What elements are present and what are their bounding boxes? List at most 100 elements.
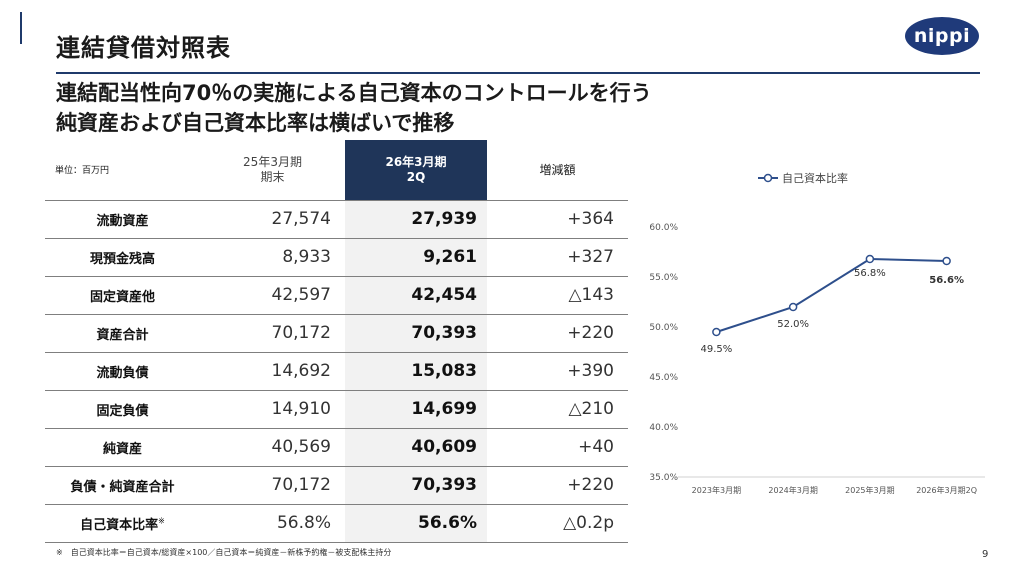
row-label-text: 純資産	[102, 441, 142, 457]
row-current-value-text: 14,699	[411, 399, 477, 419]
equity-ratio-chart: 自己資本比率 60.0% 55.0% 50.0% 45.0% 40.0% 35.0% 20…	[649, 171, 985, 495]
row-current-value: 14,699	[345, 390, 487, 429]
column-header-prev-line2: 期末	[260, 169, 285, 184]
row-label: 負債・純資産合計	[45, 466, 200, 505]
table-row: 負債・純資産合計 70,172 70,393 +220	[45, 466, 628, 505]
table-row: 固定資産他 42,597 42,454 △143	[45, 276, 628, 315]
row-diff-value: △0.2p	[487, 504, 628, 543]
table-row: 自己資本比率※ 56.8% 56.6% △0.2p	[45, 504, 628, 543]
row-prev-value: 14,692	[200, 352, 345, 391]
row-label: 流動負債	[45, 352, 200, 391]
data-point	[865, 254, 875, 264]
subtitle-line-2: 純資産および自己資本比率は横ばいで推移	[56, 111, 455, 135]
row-current-value: 56.6%	[345, 504, 487, 543]
balance-sheet-table: 単位：百万円 25年3月期 期末 26年3月期 2Q 増減額 流動資産 27,57…	[45, 140, 628, 543]
footnote: ※ 自己資本比率＝自己資本/総資産×100／自己資本＝純資産－新株予約権－被支配…	[56, 548, 392, 557]
data-point	[942, 256, 951, 266]
subtitle-line-1: 連結配当性向70％の実施による自己資本のコントロールを行う	[56, 81, 652, 105]
row-label: 現預金残高	[45, 238, 200, 277]
subtitle: 連結配当性向70％の実施による自己資本のコントロールを行う 純資産および自己資本…	[56, 78, 652, 138]
row-prev-value-text: 27,574	[271, 209, 331, 229]
row-prev-value-text: 56.8%	[276, 513, 331, 533]
y-tick-label: 55.0%	[649, 273, 678, 283]
row-prev-value-text: 70,172	[271, 323, 331, 343]
row-label: 純資産	[45, 428, 200, 467]
row-prev-value: 14,910	[200, 390, 345, 429]
column-header-diff: 増減額	[487, 140, 628, 201]
series-line	[716, 257, 947, 333]
data-point	[788, 302, 798, 312]
row-prev-value-text: 8,933	[282, 247, 331, 267]
row-current-value-text: 15,083	[411, 361, 477, 381]
row-diff-value-text: △0.2p	[563, 513, 614, 533]
row-current-value: 9,261	[345, 238, 487, 277]
column-header-prev: 25年3月期 期末	[200, 140, 345, 201]
table-body: 流動資産 27,574 27,939 +364 現預金残高 8,933 9,261 +327 固…	[45, 200, 628, 543]
row-label-text: 資産合計	[96, 327, 149, 343]
row-prev-value: 40,569	[200, 428, 345, 467]
data-point	[712, 327, 721, 337]
legend-marker	[763, 173, 773, 183]
row-diff-value-text: +220	[567, 475, 614, 495]
x-tick-label: 2023年3月期	[692, 485, 741, 495]
row-label-text: 現預金残高	[89, 251, 155, 267]
row-diff-value: +220	[487, 314, 628, 353]
row-current-value-text: 70,393	[411, 475, 477, 495]
row-label: 固定負債	[45, 390, 200, 429]
row-current-value: 70,393	[345, 314, 487, 353]
row-prev-value: 56.8%	[200, 504, 345, 543]
row-diff-value: +40	[487, 428, 628, 467]
x-tick-label: 2024年3月期	[768, 485, 817, 495]
row-label-text: 固定負債	[96, 403, 149, 419]
row-diff-value-text: +220	[567, 323, 614, 343]
data-label: 52.0%	[777, 319, 809, 330]
row-current-value-text: 40,609	[411, 437, 477, 457]
unit-label: 単位：百万円	[45, 140, 200, 201]
row-prev-value: 8,933	[200, 238, 345, 277]
title-divider	[56, 72, 980, 74]
table-row: 固定負債 14,910 14,699 △210	[45, 390, 628, 429]
row-current-value: 40,609	[345, 428, 487, 467]
row-label-text: 自己資本比率	[80, 517, 159, 533]
row-current-value-text: 9,261	[423, 247, 477, 267]
row-label: 流動資産	[45, 200, 200, 239]
y-tick-label: 60.0%	[649, 223, 678, 233]
row-diff-value: +327	[487, 238, 628, 277]
row-current-value: 15,083	[345, 352, 487, 391]
chart-x-axis: 2023年3月期 2024年3月期 2025年3月期 2026年3月期2Q	[692, 485, 977, 495]
row-current-value-text: 27,939	[411, 209, 477, 229]
row-prev-value-text: 14,692	[271, 361, 331, 381]
page-number: 9	[982, 549, 989, 560]
table-row: 流動負債 14,692 15,083 +390	[45, 352, 628, 391]
row-label-text: 流動負債	[96, 365, 149, 381]
data-label: 56.8%	[854, 268, 886, 279]
row-current-value-text: 42,454	[411, 285, 477, 305]
row-current-value: 70,393	[345, 466, 487, 505]
row-current-value: 27,939	[345, 200, 487, 239]
chart-series: 49.5% 52.0% 56.8% 56.6%	[700, 254, 964, 355]
footnote-mark: ※	[158, 516, 165, 526]
row-current-value-text: 70,393	[411, 323, 477, 343]
row-prev-value: 70,172	[200, 314, 345, 353]
x-tick-label: 2025年3月期	[845, 485, 894, 495]
table-row: 資産合計 70,172 70,393 +220	[45, 314, 628, 353]
y-tick-label: 40.0%	[649, 423, 678, 433]
table-row: 流動資産 27,574 27,939 +364	[45, 200, 628, 239]
header-accent-bar	[20, 12, 22, 44]
row-diff-value: △143	[487, 276, 628, 315]
row-prev-value-text: 40,569	[271, 437, 331, 457]
data-label: 49.5%	[700, 344, 732, 355]
x-tick-label: 2026年3月期2Q	[916, 485, 977, 495]
row-prev-value-text: 70,172	[271, 475, 331, 495]
row-label-text: 流動資産	[96, 213, 149, 229]
table-row: 純資産 40,569 40,609 +40	[45, 428, 628, 467]
row-label: 資産合計	[45, 314, 200, 353]
legend-label: 自己資本比率	[782, 171, 848, 185]
row-label-text: 固定資産他	[89, 289, 155, 305]
column-header-prev-line1: 25年3月期	[243, 154, 302, 169]
column-header-current-line1: 26年3月期	[385, 154, 447, 169]
data-label: 56.6%	[929, 275, 964, 286]
row-prev-value: 42,597	[200, 276, 345, 315]
row-diff-value: △210	[487, 390, 628, 429]
column-header-current: 26年3月期 2Q	[345, 140, 487, 201]
